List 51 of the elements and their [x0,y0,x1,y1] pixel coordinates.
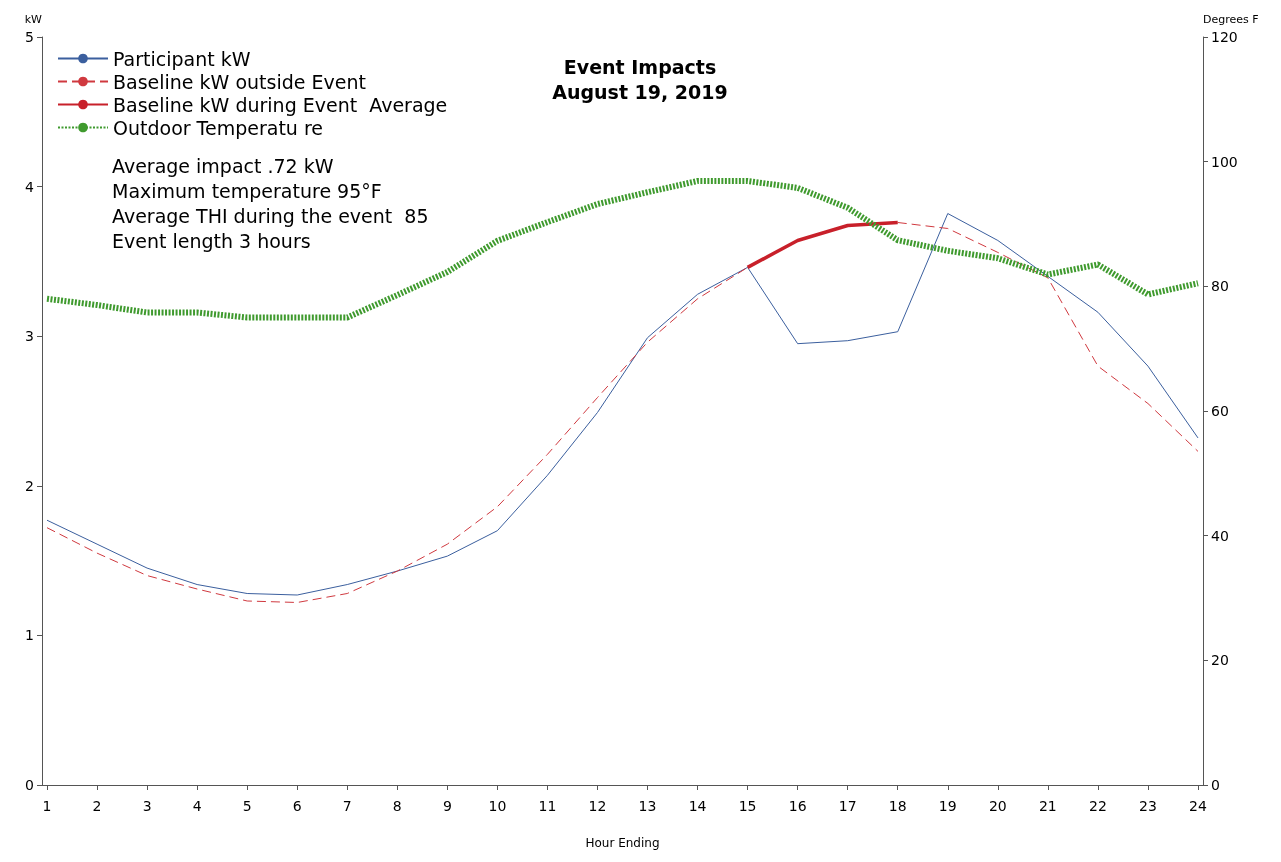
y2-tick-label: 80 [1211,278,1229,295]
x-tick-label: 23 [1139,798,1157,814]
x-tick-label: 2 [92,798,102,814]
x-tick-label: 11 [538,798,557,814]
legend-label: Baseline kW outside Event [113,70,366,93]
x-tick-label: 18 [888,798,907,814]
y-axis-title: kW [24,13,43,26]
text: Event Impacts [563,55,717,78]
x-tick-label: 16 [788,798,807,814]
x-tick-label: 17 [838,798,857,814]
x-tick-label: 10 [488,798,507,814]
text: August 19, 2019 [552,80,728,103]
x-tick-label: 21 [1038,798,1057,814]
y2-tick-label: 60 [1211,403,1229,419]
y2-tick-label: 120 [1211,29,1238,45]
x-tick-label: 3 [142,798,152,814]
x-tick-label: 20 [988,798,1007,814]
x-tick-label: 9 [442,798,452,814]
y-tick-label: 0 [25,777,34,793]
y2-tick-label: 20 [1211,652,1229,669]
y2-tick-label: 100 [1211,153,1238,170]
y-tick-label: 4 [25,178,35,195]
annotation: Average THI during the event 85 [112,204,429,227]
x-tick-label: 13 [638,798,657,814]
annotation: Event length 3 hours [112,229,311,252]
y2-axis-title: Degrees F [1203,13,1259,26]
x-tick-label: 22 [1089,798,1107,814]
x-tick-label: 8 [392,798,402,814]
x-tick-label: 19 [938,798,957,814]
x-tick-label: 24 [1189,798,1207,814]
legend-label: Outdoor Temperatu re [113,116,324,139]
x-axis-title: Hour Ending [585,836,660,850]
annotation: Average impact .72 kW [112,154,334,177]
x-tick-label: 6 [292,798,302,814]
legend-label: Participant kW [113,47,251,70]
y-tick-label: 5 [25,29,34,45]
x-tick-label: 15 [738,798,757,814]
x-tick-label: 7 [342,798,352,814]
y-tick-label: 1 [25,627,34,644]
x-tick-label: 12 [588,798,607,814]
y2-tick-label: 0 [1211,777,1220,793]
annotation: Maximum temperature 95°F [112,179,382,202]
legend-label: Baseline kW during Event Average [113,93,448,116]
y2-tick-label: 40 [1211,527,1229,544]
y-tick-label: 2 [25,477,34,494]
y-tick-label: 3 [25,328,34,345]
line-series [745,220,900,270]
x-tick-label: 5 [242,798,252,814]
x-tick-label: 1 [42,798,52,814]
x-tick-label: 4 [192,798,202,814]
x-tick-label: 14 [688,798,707,814]
